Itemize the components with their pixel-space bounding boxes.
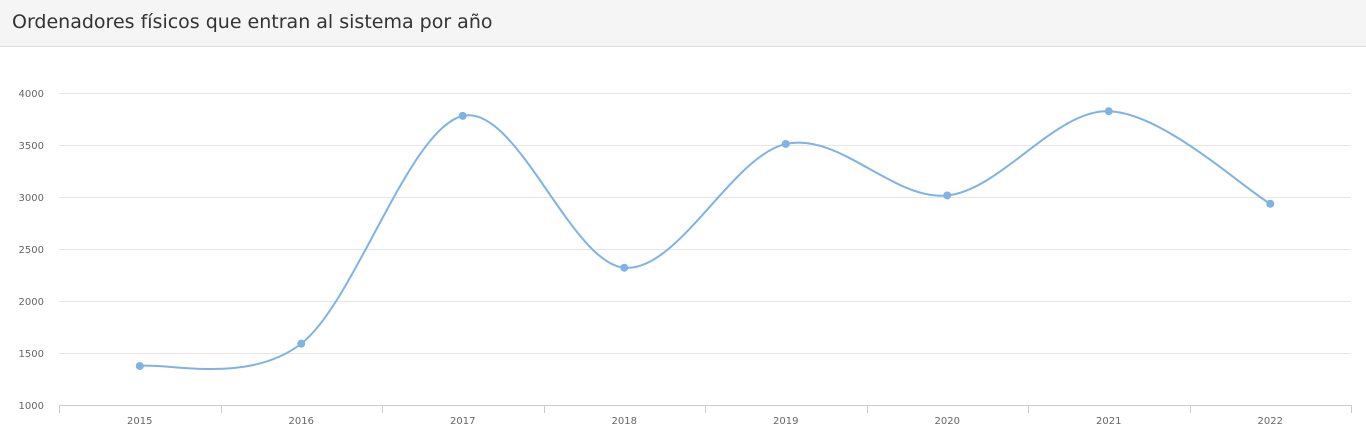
y-tick-label: 1500 <box>19 349 44 360</box>
x-tick-label: 2015 <box>127 416 152 427</box>
y-tick-label: 2000 <box>19 297 44 308</box>
panel-header: Ordenadores físicos que entran al sistem… <box>0 0 1366 47</box>
data-point-2016[interactable] <box>297 339 306 348</box>
x-tick-label: 2018 <box>612 416 637 427</box>
y-tick-label: 4000 <box>19 89 44 100</box>
x-tick-label: 2022 <box>1258 416 1283 427</box>
x-tick-label: 2016 <box>289 416 314 427</box>
data-point-2020[interactable] <box>943 191 952 200</box>
data-point-2017[interactable] <box>458 111 467 120</box>
chart-title: Ordenadores físicos que entran al sistem… <box>12 11 493 33</box>
data-point-2021[interactable] <box>1104 107 1113 116</box>
x-axis-ticks: 2015 2016 2017 2018 2019 2020 2021 2022 <box>127 416 1283 427</box>
data-point-2022[interactable] <box>1266 199 1275 208</box>
y-tick-label: 3500 <box>19 141 44 152</box>
y-tick-label: 3000 <box>19 193 44 204</box>
series-line <box>138 110 1272 371</box>
data-points <box>135 107 1275 370</box>
data-point-2015[interactable] <box>135 362 144 370</box>
x-tick-label: 2017 <box>450 416 475 427</box>
x-axis <box>59 405 1352 413</box>
data-point-2019[interactable] <box>781 139 790 148</box>
x-tick-label: 2019 <box>773 416 798 427</box>
y-tick-label: 2500 <box>19 245 44 256</box>
x-tick-label: 2021 <box>1096 416 1121 427</box>
x-tick-label: 2020 <box>935 416 960 427</box>
grid-lines <box>59 93 1351 354</box>
y-tick-label: 1000 <box>19 401 44 412</box>
series-line-path <box>138 110 1272 371</box>
y-axis-ticks: 1000 1500 2000 2500 3000 3500 4000 <box>19 89 44 412</box>
data-point-2018[interactable] <box>620 263 629 272</box>
